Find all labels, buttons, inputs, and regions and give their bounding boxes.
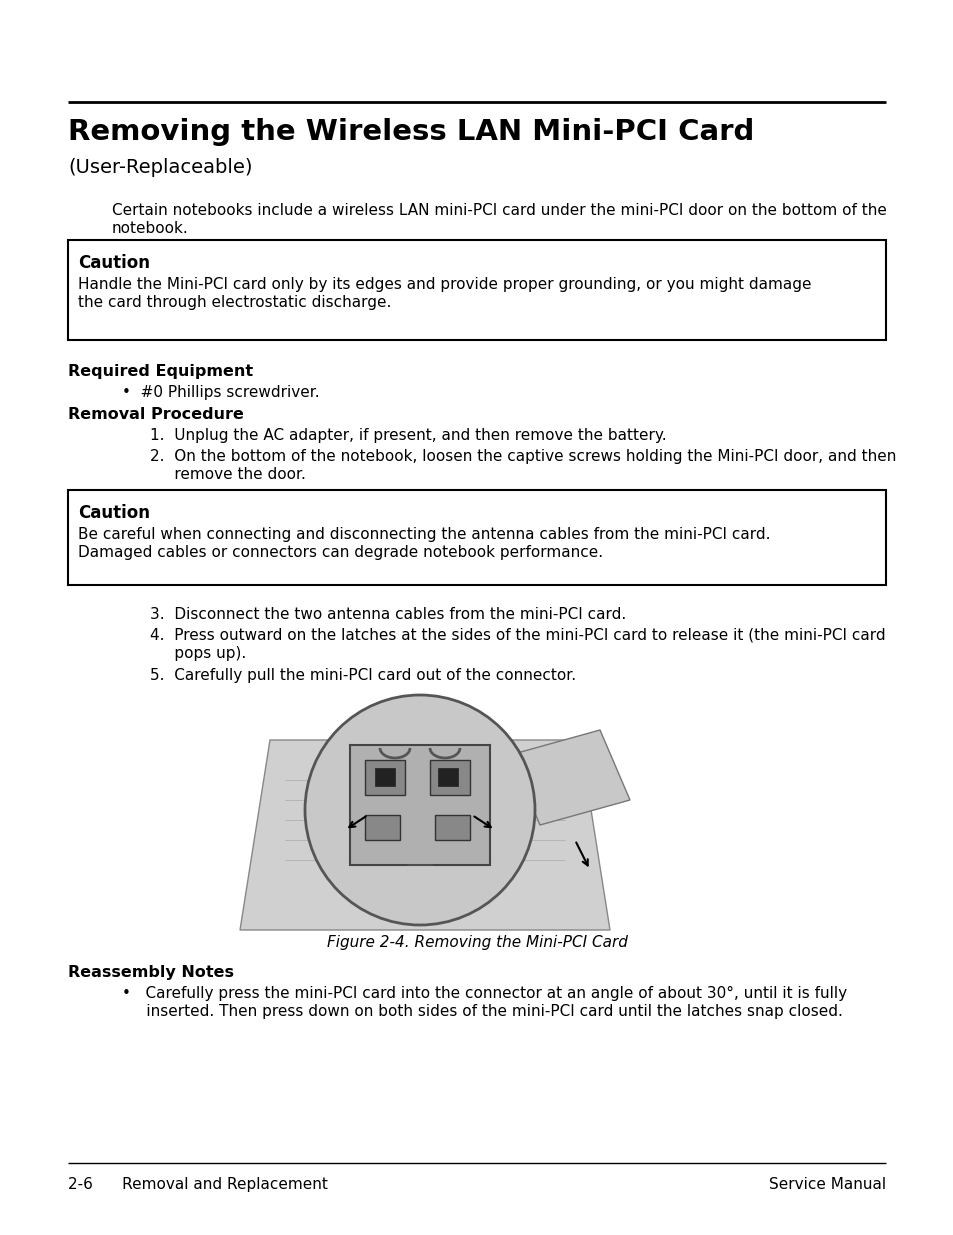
Circle shape xyxy=(305,695,535,925)
Text: 5.  Carefully pull the mini-PCI card out of the connector.: 5. Carefully pull the mini-PCI card out … xyxy=(150,668,576,683)
Text: 3.  Disconnect the two antenna cables from the mini-PCI card.: 3. Disconnect the two antenna cables fro… xyxy=(150,606,625,622)
Text: Removal Procedure: Removal Procedure xyxy=(68,408,244,422)
Bar xyxy=(430,760,470,795)
Text: the card through electrostatic discharge.: the card through electrostatic discharge… xyxy=(78,295,391,310)
Text: 2-6      Removal and Replacement: 2-6 Removal and Replacement xyxy=(68,1177,328,1192)
Bar xyxy=(375,768,395,785)
Text: inserted. Then press down on both sides of the mini-PCI card until the latches s: inserted. Then press down on both sides … xyxy=(122,1004,842,1019)
Text: Be careful when connecting and disconnecting the antenna cables from the mini-PC: Be careful when connecting and disconnec… xyxy=(78,527,770,542)
Text: Reassembly Notes: Reassembly Notes xyxy=(68,965,233,981)
Bar xyxy=(365,815,399,840)
Text: 2.  On the bottom of the notebook, loosen the captive screws holding the Mini-PC: 2. On the bottom of the notebook, loosen… xyxy=(150,450,896,464)
Text: Removing the Wireless LAN Mini-PCI Card: Removing the Wireless LAN Mini-PCI Card xyxy=(68,119,754,146)
Text: •  #0 Phillips screwdriver.: • #0 Phillips screwdriver. xyxy=(122,385,319,400)
Bar xyxy=(68,490,885,585)
Text: pops up).: pops up). xyxy=(150,646,246,661)
Text: Damaged cables or connectors can degrade notebook performance.: Damaged cables or connectors can degrade… xyxy=(78,545,602,559)
Polygon shape xyxy=(240,740,609,930)
Text: Service Manual: Service Manual xyxy=(768,1177,885,1192)
Text: Required Equipment: Required Equipment xyxy=(68,364,253,379)
Text: Figure 2-4. Removing the Mini-PCI Card: Figure 2-4. Removing the Mini-PCI Card xyxy=(326,935,627,950)
Text: 4.  Press outward on the latches at the sides of the mini-PCI card to release it: 4. Press outward on the latches at the s… xyxy=(150,629,884,643)
Text: Certain notebooks include a wireless LAN mini-PCI card under the mini-PCI door o: Certain notebooks include a wireless LAN… xyxy=(112,203,886,219)
Text: notebook.: notebook. xyxy=(112,221,189,236)
Polygon shape xyxy=(510,730,629,825)
Text: •   Carefully press the mini-PCI card into the connector at an angle of about 30: • Carefully press the mini-PCI card into… xyxy=(122,986,846,1002)
Bar xyxy=(350,745,490,864)
Bar xyxy=(365,760,405,795)
Text: remove the door.: remove the door. xyxy=(150,467,306,482)
Bar xyxy=(437,768,457,785)
Text: 1.  Unplug the AC adapter, if present, and then remove the battery.: 1. Unplug the AC adapter, if present, an… xyxy=(150,429,666,443)
Text: (User-Replaceable): (User-Replaceable) xyxy=(68,158,253,177)
Bar xyxy=(435,815,470,840)
Text: Caution: Caution xyxy=(78,254,150,272)
Text: Handle the Mini-PCI card only by its edges and provide proper grounding, or you : Handle the Mini-PCI card only by its edg… xyxy=(78,277,811,291)
Bar xyxy=(68,240,885,340)
Text: Caution: Caution xyxy=(78,504,150,522)
